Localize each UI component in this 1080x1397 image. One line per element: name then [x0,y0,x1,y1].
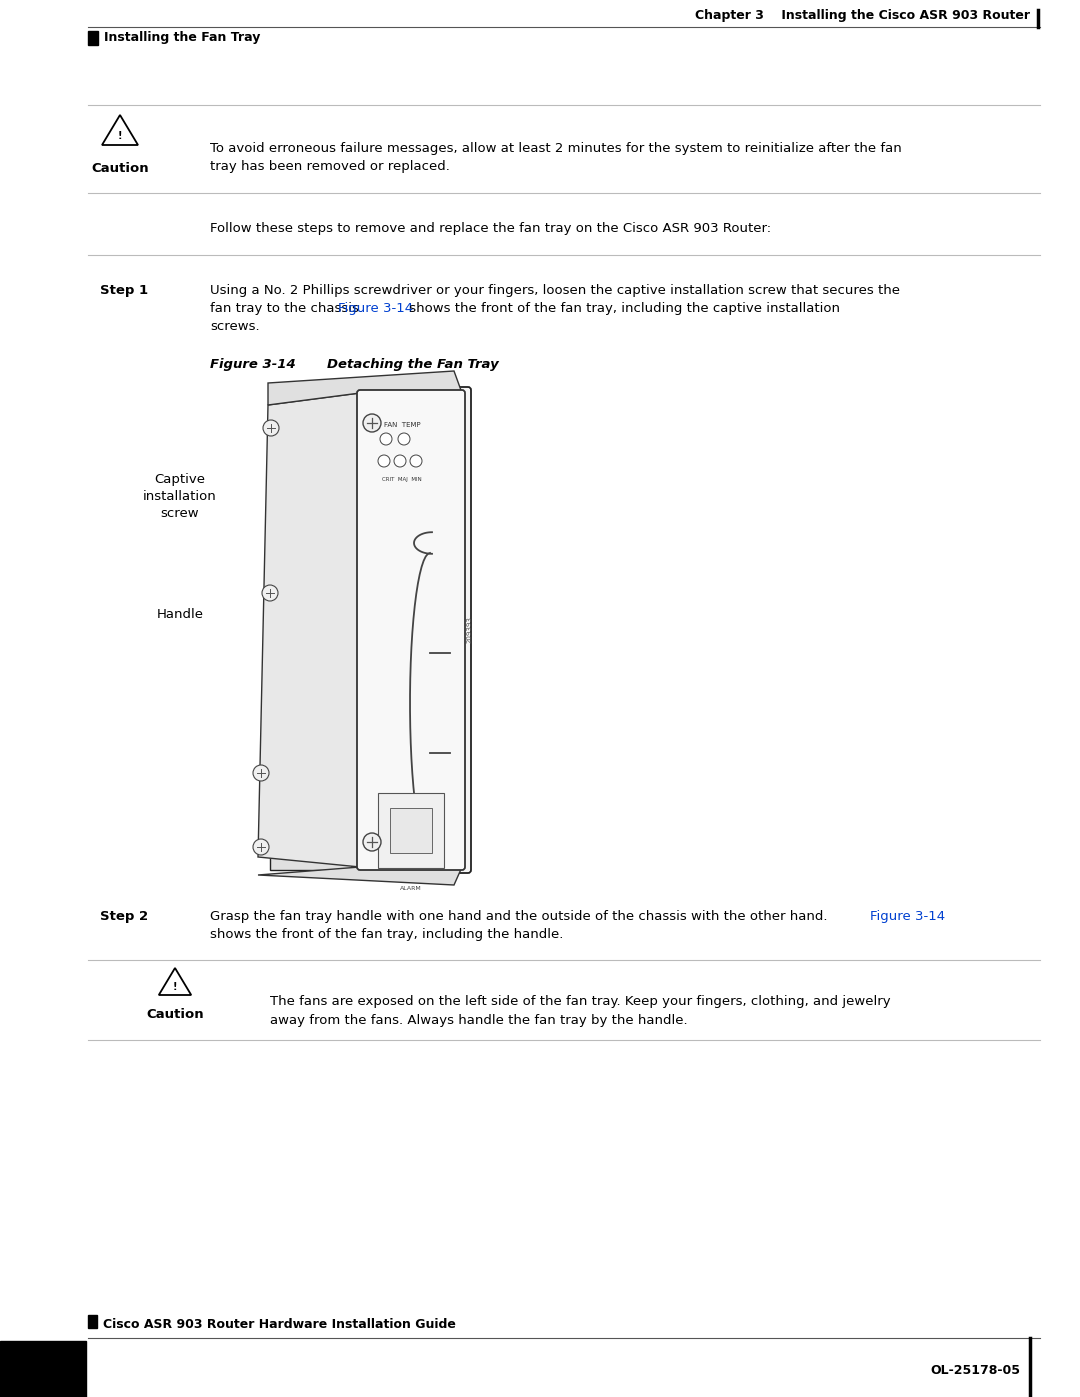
Text: shows the front of the fan tray, including the handle.: shows the front of the fan tray, includi… [210,928,564,942]
Circle shape [264,420,279,436]
Circle shape [363,833,381,851]
Text: Captive
installation
screw: Captive installation screw [144,474,217,520]
Text: 3-12: 3-12 [24,1368,63,1383]
Circle shape [378,455,390,467]
Polygon shape [258,868,462,886]
Text: Installing the Fan Tray: Installing the Fan Tray [104,32,260,45]
Bar [87,1315,97,1329]
Text: To avoid erroneous failure messages, allow at least 2 minutes for the system to : To avoid erroneous failure messages, all… [210,142,902,173]
Circle shape [410,455,422,467]
FancyBboxPatch shape [352,387,471,873]
Text: Figure 3-14: Figure 3-14 [338,302,414,314]
Polygon shape [258,393,360,868]
Circle shape [380,433,392,446]
Text: Figure 3-14: Figure 3-14 [870,909,945,923]
FancyBboxPatch shape [357,390,465,870]
Text: Step 1: Step 1 [100,284,148,298]
Text: Follow these steps to remove and replace the fan tray on the Cisco ASR 903 Route: Follow these steps to remove and replace… [210,222,771,235]
Text: 209393: 209393 [467,616,473,644]
Circle shape [363,414,381,432]
Bar [378,793,444,868]
Text: Chapter 3    Installing the Cisco ASR 903 Router: Chapter 3 Installing the Cisco ASR 903 R… [696,8,1030,22]
Text: screws.: screws. [210,320,259,332]
Bar [0,1341,86,1397]
Text: shows the front of the fan tray, including the captive installation: shows the front of the fan tray, includi… [405,302,840,314]
Text: Caution: Caution [91,162,149,175]
Text: Step 2: Step 2 [100,909,148,923]
Text: Handle: Handle [157,608,203,622]
Text: fan tray to the chassis.: fan tray to the chassis. [210,302,367,314]
Bar [390,807,432,854]
Text: CRIT  MAJ  MIN: CRIT MAJ MIN [382,476,422,482]
Polygon shape [270,390,355,870]
Circle shape [394,455,406,467]
Circle shape [262,585,278,601]
Text: Detaching the Fan Tray: Detaching the Fan Tray [291,358,499,372]
Circle shape [399,433,410,446]
Text: Figure 3-14: Figure 3-14 [210,358,296,372]
Text: Cisco ASR 903 Router Hardware Installation Guide: Cisco ASR 903 Router Hardware Installati… [103,1317,456,1330]
Text: !: ! [173,982,177,992]
Text: Grasp the fan tray handle with one hand and the outside of the chassis with the : Grasp the fan tray handle with one hand … [210,909,832,923]
Text: away from the fans. Always handle the fan tray by the handle.: away from the fans. Always handle the fa… [270,1014,688,1027]
Text: Using a No. 2 Phillips screwdriver or your fingers, loosen the captive installat: Using a No. 2 Phillips screwdriver or yo… [210,284,900,298]
Text: FAN  TEMP: FAN TEMP [384,422,420,427]
Text: ALARM: ALARM [400,886,422,891]
Circle shape [253,840,269,855]
Bar [87,31,98,45]
Polygon shape [268,372,462,405]
Circle shape [253,766,269,781]
Text: The fans are exposed on the left side of the fan tray. Keep your fingers, clothi: The fans are exposed on the left side of… [270,995,891,1009]
Text: OL-25178-05: OL-25178-05 [930,1363,1020,1376]
Text: !: ! [118,131,122,141]
Text: Caution: Caution [146,1009,204,1021]
